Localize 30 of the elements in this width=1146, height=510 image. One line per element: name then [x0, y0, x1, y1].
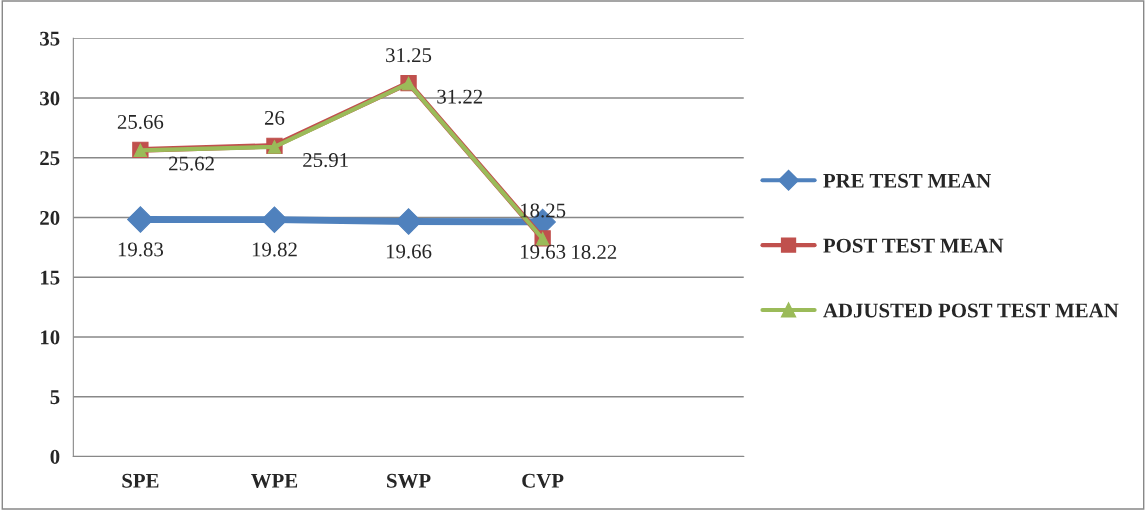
point: [261, 206, 288, 233]
data-label: 25.91: [303, 153, 348, 168]
y-tick-label: 35: [40, 31, 60, 46]
y-tick-label: 0: [50, 449, 60, 464]
legend-label: PRE TEST MEAN: [823, 173, 991, 188]
data-label: 19.63: [521, 244, 566, 259]
x-tick-label: CVP: [522, 473, 564, 488]
y-tick-label: 20: [40, 210, 60, 225]
point: [395, 208, 422, 235]
legend-label: ADJUSTED POST TEST MEAN: [823, 303, 1119, 318]
point: [127, 206, 154, 233]
data-label: 25.62: [169, 156, 214, 171]
data-label: 19.83: [118, 242, 164, 257]
data-label: 31.25: [386, 48, 432, 63]
y-tick-label: 10: [40, 330, 60, 345]
y-tick-label: 25: [40, 151, 60, 166]
data-label: 31.22: [437, 89, 483, 104]
y-tick-label: 30: [40, 91, 60, 106]
legend-label: POST TEST MEAN: [823, 238, 1004, 253]
y-tick-label: 5: [50, 390, 60, 405]
data-label: 26: [264, 110, 285, 125]
data-label: 18.22: [572, 244, 617, 260]
data-label: 18.25: [521, 203, 566, 218]
x-tick-label: SWP: [387, 473, 431, 488]
data-label: 19.66: [386, 244, 432, 259]
x-tick-label: WPE: [251, 473, 298, 488]
x-tick-label: SPE: [122, 473, 159, 488]
y-tick-label: 15: [40, 270, 60, 285]
data-label: 25.66: [117, 114, 164, 130]
data-label: 19.82: [252, 242, 297, 257]
